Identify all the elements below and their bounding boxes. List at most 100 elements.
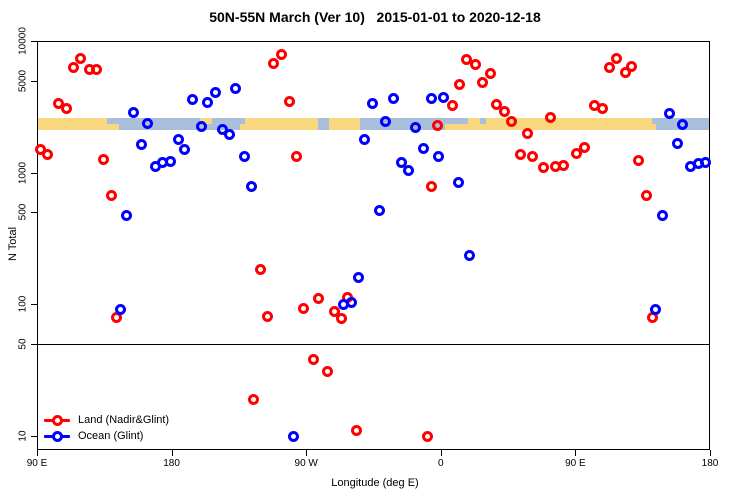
data-point [558,160,570,172]
map-band-patch-land [200,118,212,124]
data-point [545,111,557,123]
legend-land-label: Land (Nadir&Glint) [78,414,170,426]
data-point [515,149,526,161]
map-band-patch-land [240,124,245,130]
data-point [657,210,669,222]
data-point [437,91,449,103]
data-point [359,133,371,145]
x-tick-mark [575,450,577,456]
data-point [291,151,303,162]
data-point [201,97,213,109]
data-point [395,157,407,169]
data-point [453,177,465,189]
data-point [649,304,661,316]
data-point [388,93,400,105]
data-point [538,162,550,174]
legend-row-land: Land (Nadir&Glint) [44,412,169,428]
data-point [506,116,518,128]
legend-row-ocean: Ocean (Glint) [44,428,169,444]
legend-ocean-label: Ocean (Glint) [78,430,144,442]
data-point [106,190,118,202]
map-band-patch-ocean [479,118,486,124]
data-point [379,116,391,128]
legend-land-marker [44,414,70,426]
data-point [352,272,364,284]
y-tick-mark [31,304,37,306]
data-point [268,57,280,69]
data-point [321,365,333,377]
horizontal-line-50 [37,344,710,345]
x-tick-mark [306,450,308,456]
data-point [446,99,458,111]
data-point [454,79,466,91]
data-point [596,102,608,114]
legend-ocean-circle-icon [52,430,63,442]
map-band-segment-land [328,118,361,130]
data-point [195,120,207,132]
legend-land-circle-icon [52,414,63,426]
data-point [526,151,538,163]
data-point [114,304,126,316]
data-point [498,106,510,118]
data-point [610,52,622,64]
data-point [165,156,177,168]
data-point [229,82,241,94]
data-point [403,164,415,176]
data-point [141,118,153,130]
data-point [633,154,645,166]
y-tick-label: 500 [17,204,29,221]
y-tick-label: 5000 [17,69,29,92]
data-point [98,154,110,166]
data-point [664,108,676,120]
data-point [261,310,273,322]
y-tick-mark [31,344,37,345]
data-point [433,151,445,163]
data-point [699,156,711,168]
data-point [173,133,185,145]
y-tick-label: 100 [17,296,29,313]
legend: Land (Nadir&Glint) Ocean (Glint) [44,412,169,444]
x-tick-label: 0 [438,458,444,469]
map-band-patch-ocean [107,118,120,124]
map-band-segment-ocean [318,118,329,130]
y-tick-label: 1000 [17,161,29,184]
x-tick-mark [37,450,38,456]
data-point [41,149,53,161]
data-point [209,86,221,98]
x-tick-label: 180 [701,458,719,469]
data-point [246,180,258,192]
y-tick-mark [31,80,37,82]
data-point [461,53,473,65]
data-point [68,62,80,74]
map-band-segment-land [37,118,120,130]
x-tick-label: 90 W [294,458,318,469]
x-tick-label: 180 [163,458,180,469]
map-band-patch-land [645,124,657,130]
data-point [121,210,133,222]
legend-ocean-marker [44,430,70,442]
data-point [288,430,300,442]
y-tick-mark [31,41,37,43]
plot-area-border [37,41,710,450]
data-point [604,62,616,74]
data-point [255,264,267,276]
data-point [373,205,385,217]
data-point [35,143,47,155]
data-point [284,96,296,108]
x-axis-label: Longitude (deg E) [331,477,419,489]
y-tick-label: 10000 [17,27,29,56]
chart-title: 50N-55N March (Ver 10) 2015-01-01 to 202… [209,9,541,25]
data-point [75,52,87,64]
data-point [366,98,378,110]
data-point [238,151,250,163]
data-point [350,425,362,437]
data-point [136,139,148,151]
y-tick-mark [31,172,37,174]
map-band-segment-land [445,118,652,130]
data-point [312,292,324,304]
data-point [641,190,653,202]
data-point [432,119,444,131]
data-point [425,93,437,105]
data-point [128,107,140,119]
y-axis-label: N Total [7,226,19,262]
